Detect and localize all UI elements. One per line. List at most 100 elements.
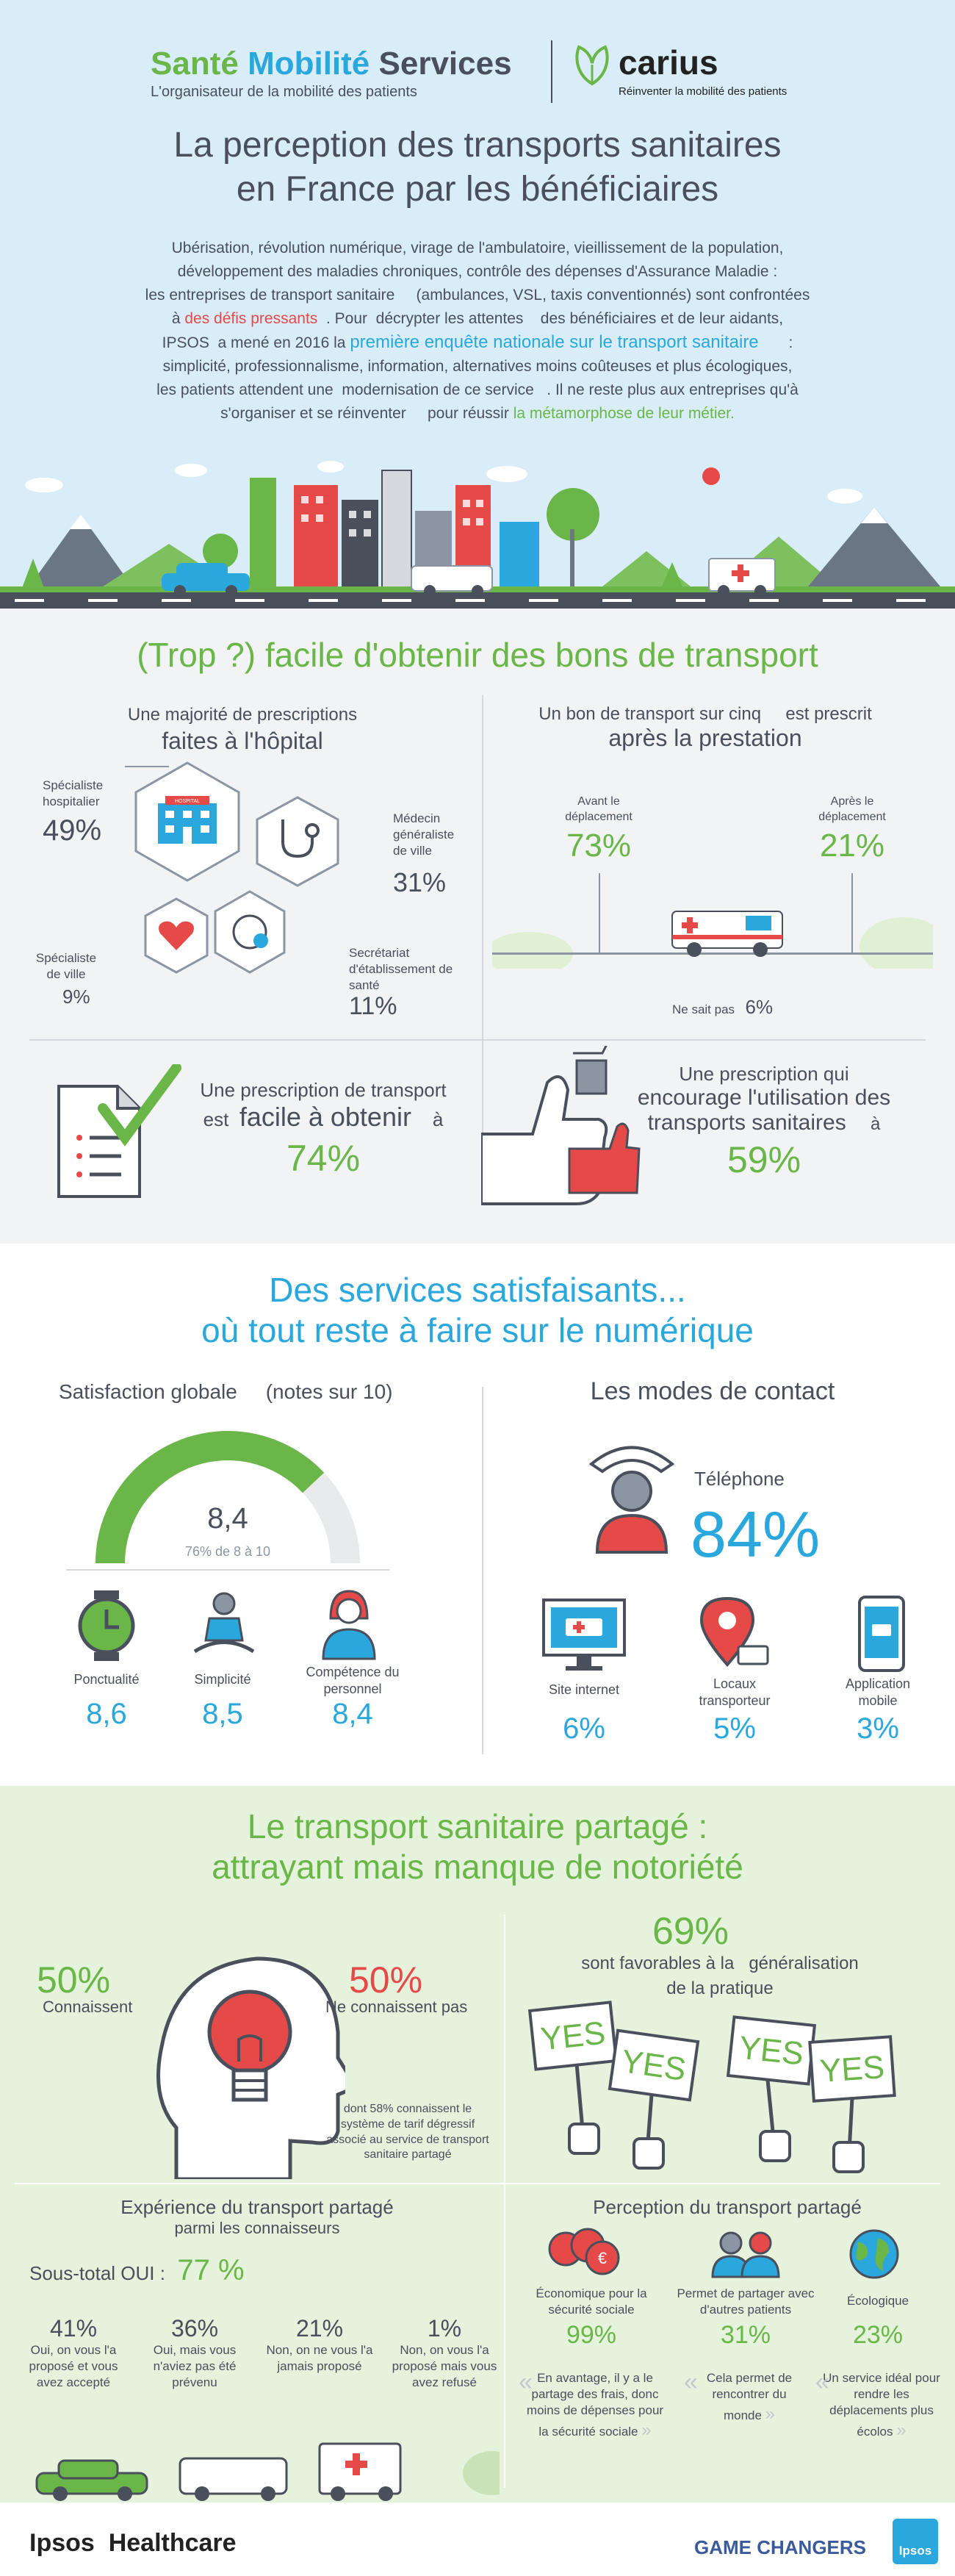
cityscape-illustration: [0, 461, 955, 609]
ipsos-logo: Ipsos: [893, 2519, 938, 2564]
quote-close-icon: »: [896, 2420, 907, 2441]
heart-hex-icon: [144, 897, 209, 974]
subtotal-row: Sous-total OUI : 77 %: [29, 2254, 245, 2286]
staff-icon: [322, 1590, 376, 1660]
contact-value-3: 3%: [857, 1712, 899, 1745]
intro-line-2: développement des maladies chroniques, c…: [177, 263, 778, 280]
timing-title: Un bon de transport sur cinq est prescri…: [538, 704, 872, 751]
ambulance-timeline: [492, 873, 933, 969]
brand-tagline: L'organisateur de la mobilité des patien…: [151, 84, 417, 100]
yes-text-3: YES: [738, 2030, 806, 2073]
van-icon: [179, 2457, 288, 2501]
car-icon: [162, 563, 250, 597]
hosp-label: Spécialiste hospitalier: [43, 778, 104, 809]
thumbs-icon: [481, 1046, 641, 1205]
easy-emphasis: facile à obtenir: [239, 1102, 411, 1132]
after-label: Après le déplacement: [818, 795, 886, 823]
gauge-baseline: [66, 1569, 389, 1571]
dontknow-share-value: 50%: [349, 1959, 423, 2001]
sec-value: 11%: [349, 992, 397, 1020]
brand-word-1: Santé: [151, 46, 239, 82]
contact-value-1: 6%: [563, 1712, 605, 1745]
euro-coins-icon: €: [548, 2228, 620, 2275]
prescribers-title: Une majorité de prescriptions faites à l…: [127, 705, 358, 754]
brand-logo: Santé Mobilité Services L'organisateur d…: [151, 46, 533, 101]
intro-line-5: IPSOS a mené en 2016 la première enquête…: [162, 332, 793, 352]
globe-icon: [849, 2229, 899, 2279]
operator-icon: [588, 1446, 675, 1554]
perc-label-1: Économique pour la sécurité sociale: [536, 2286, 647, 2317]
section1-title: (Trop ?) facile d'obtenir des bons de tr…: [137, 636, 818, 674]
location-pin-icon: [699, 1596, 769, 1668]
exp-item-4: 1% Non, on vous l'a proposé mais vous av…: [392, 2315, 497, 2390]
experience-grid: 41% Oui, on vous l'a proposé et vous ave…: [15, 2315, 500, 2418]
quote-1: « En avantage, il y a le partage des fra…: [519, 2368, 668, 2442]
contact-title: Les modes de contact: [590, 1377, 835, 1405]
dontknow-share-label: Ne connaissent pas: [325, 1998, 468, 2016]
page-title: La perception des transports sanitaires …: [0, 123, 955, 212]
exp-item-1: 41% Oui, on vous l'a proposé et vous ave…: [29, 2315, 118, 2390]
quote-close-icon: »: [765, 2404, 776, 2425]
section2-title: Des services satisfaisants... où tout re…: [201, 1271, 754, 1350]
yes-text-2: YES: [619, 2043, 688, 2088]
intro-line-4: à des défis pressants . Pour décrypter l…: [171, 310, 784, 327]
car-icon: [35, 2459, 148, 2501]
intro-blue-text: première enquête nationale sur le transp…: [350, 332, 759, 352]
hospital-hex-icon: HOSPITAL: [125, 761, 240, 882]
sat-item-label-2: Simplicité: [194, 1672, 251, 1687]
spec-label: Spécialiste de ville: [35, 951, 97, 982]
intro-line-1: Ubérisation, révolution numérique, virag…: [171, 240, 784, 256]
know-label: Connaissent: [43, 1998, 133, 2016]
intro-line-7: les patients attendent une modernisation…: [156, 381, 799, 398]
satisfaction-share: 76% de 8 à 10: [184, 1544, 271, 1559]
satisfaction-gauge: [96, 1431, 360, 1564]
easy-block: Une prescription de transport est facile…: [187, 1079, 459, 1180]
encourage-block: Une prescription qui encourage l'utilisa…: [610, 1063, 918, 1181]
meditation-icon: [193, 1592, 255, 1654]
sat-item-label-1: Ponctualité: [73, 1672, 140, 1687]
document-check-icon: [57, 1064, 181, 1198]
before-value: 73%: [566, 828, 632, 864]
section-satisfaction: Des services satisfaisants... où tout re…: [0, 1244, 955, 1786]
intro-text: Ubérisation, révolution numérique, virag…: [73, 237, 882, 426]
subtotal-value: 77 %: [177, 2254, 245, 2286]
footer-tagline: GAME CHANGERS: [694, 2536, 867, 2558]
hosp-value: 49%: [43, 814, 102, 847]
svg-text:€: €: [598, 2249, 607, 2267]
intro-line-6: simplicité, professionnalisme, informati…: [162, 358, 793, 375]
yes-text-1: YES: [539, 2015, 608, 2058]
vehicles-illustration: [35, 2442, 500, 2501]
website-icon: [542, 1599, 626, 1671]
contact-label-1: Site internet: [548, 1682, 620, 1697]
after-value: 21%: [819, 828, 885, 864]
ambulance-icon: [671, 911, 783, 957]
sat-item-value-2: 8,5: [202, 1698, 243, 1730]
perc-label-3: Écologique: [846, 2294, 909, 2308]
intro-red-text: des défis pressants: [184, 310, 318, 327]
gp-value: 31%: [393, 867, 447, 897]
favorable-value: 69%: [652, 1910, 729, 1953]
yes-text-4: YES: [818, 2049, 885, 2089]
section1-divider: [482, 695, 483, 1202]
quote-open-icon: «: [815, 2368, 829, 2396]
sat-item-value-3: 8,4: [332, 1698, 373, 1730]
quote-open-icon: «: [519, 2368, 533, 2396]
perc-value-2: 31%: [720, 2321, 771, 2349]
perception-title: Perception du transport partagé: [593, 2196, 862, 2218]
gp-label: Médecin généraliste de ville: [393, 811, 455, 858]
hospital-sign: HOSPITAL: [175, 799, 200, 804]
section3-hdivider: [15, 2183, 940, 2184]
tariff-note: dont 58% connaissent le système de tarif…: [326, 2103, 489, 2161]
section2-divider: [482, 1387, 483, 1754]
satisfaction-score: 8,4: [207, 1502, 248, 1535]
before-label: Avant le déplacement: [565, 795, 633, 823]
experience-title: Expérience du transport partagé parmi le…: [120, 2196, 394, 2237]
phone-label: Téléphone: [694, 1468, 785, 1490]
intro-line-3: les entreprises de transport sanitaire (…: [145, 287, 810, 304]
sec-label: Secrétariat d'établissement de santé: [349, 946, 453, 993]
intro-line-8: s'organiser et se réinventer pour réussi…: [220, 405, 735, 422]
yes-signs-illustration: YES YES YES YES: [527, 2001, 896, 2173]
dontknow-row: Ne sait pas 6%: [672, 996, 774, 1018]
quote-2: « Cela permet de rencontrer du monde »: [684, 2368, 804, 2425]
perc-value-1: 99%: [566, 2321, 617, 2349]
